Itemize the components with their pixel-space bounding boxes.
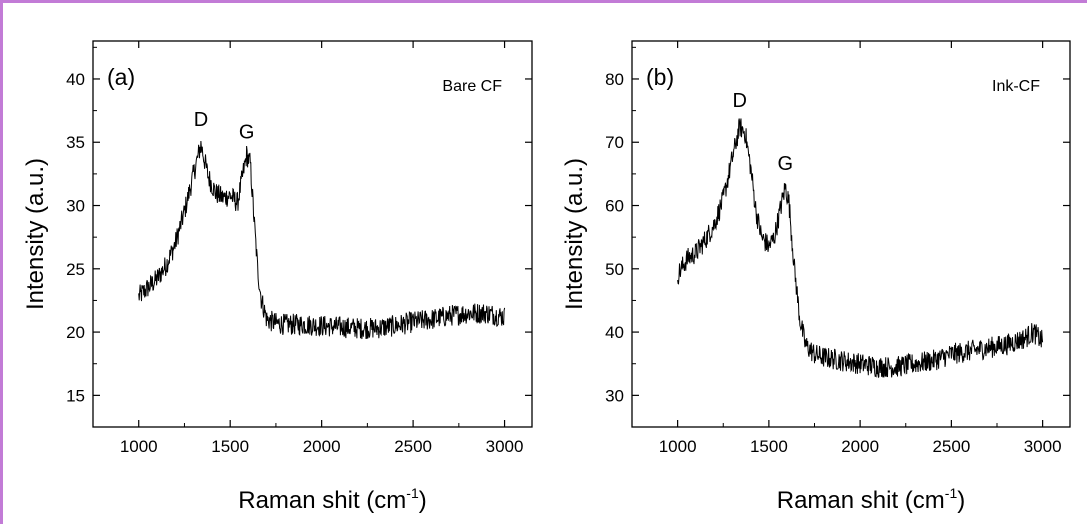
x-tick-label: 3000	[486, 437, 524, 456]
peak-label-g: G	[239, 122, 255, 144]
y-tick-label: 80	[605, 70, 624, 89]
x-tick-label: 2500	[932, 437, 970, 456]
y-axis-label: Intensity (a.u.)	[22, 158, 49, 310]
y-tick-label: 30	[605, 386, 624, 405]
sample-label: Bare CF	[442, 78, 502, 95]
y-tick-label: 40	[605, 323, 624, 342]
x-tick-label: 1000	[659, 437, 697, 456]
y-tick-label: 70	[605, 133, 624, 152]
y-tick-label: 60	[605, 197, 624, 216]
x-axis-label: Raman shit (cm-1)	[777, 485, 966, 514]
peak-label-d: D	[194, 109, 208, 131]
peak-label-g: G	[778, 153, 794, 175]
y-tick-label: 25	[66, 260, 85, 279]
chart-panel-b: 1000 1500 2000 2500 3000 30 40 50 60 70 80 (b) Ink-C…	[561, 40, 1071, 514]
x-axis-label: Raman shit (cm-1)	[238, 485, 427, 514]
x-tick-label: 2000	[303, 437, 341, 456]
x-tick-label: 1500	[211, 437, 249, 456]
y-tick-label: 30	[66, 197, 85, 216]
peak-label-d: D	[732, 90, 746, 112]
x-tick-label: 2500	[394, 437, 432, 456]
chart-panel-a: 1000 1500 2000 2500 3000 15 20 25 30 35 40 (a) Bare …	[22, 40, 533, 514]
spectrum-line	[677, 118, 1044, 379]
panel-letter: (a)	[107, 64, 135, 90]
panel-letter: (b)	[646, 64, 674, 90]
x-tick-label: 3000	[1024, 437, 1062, 456]
y-tick-label: 20	[66, 323, 85, 342]
y-axis-label: Intensity (a.u.)	[561, 158, 588, 310]
sample-label: Ink-CF	[992, 78, 1040, 95]
y-tick-label: 50	[605, 260, 624, 279]
plot-frame	[92, 40, 533, 428]
x-tick-label: 1500	[750, 437, 788, 456]
y-tick-label: 40	[66, 70, 85, 89]
y-tick-label: 35	[66, 133, 85, 152]
plot-frame	[631, 40, 1071, 428]
y-tick-label: 15	[66, 386, 85, 405]
x-tick-label: 2000	[841, 437, 879, 456]
spectrum-line	[138, 140, 506, 340]
x-tick-label: 1000	[120, 437, 158, 456]
